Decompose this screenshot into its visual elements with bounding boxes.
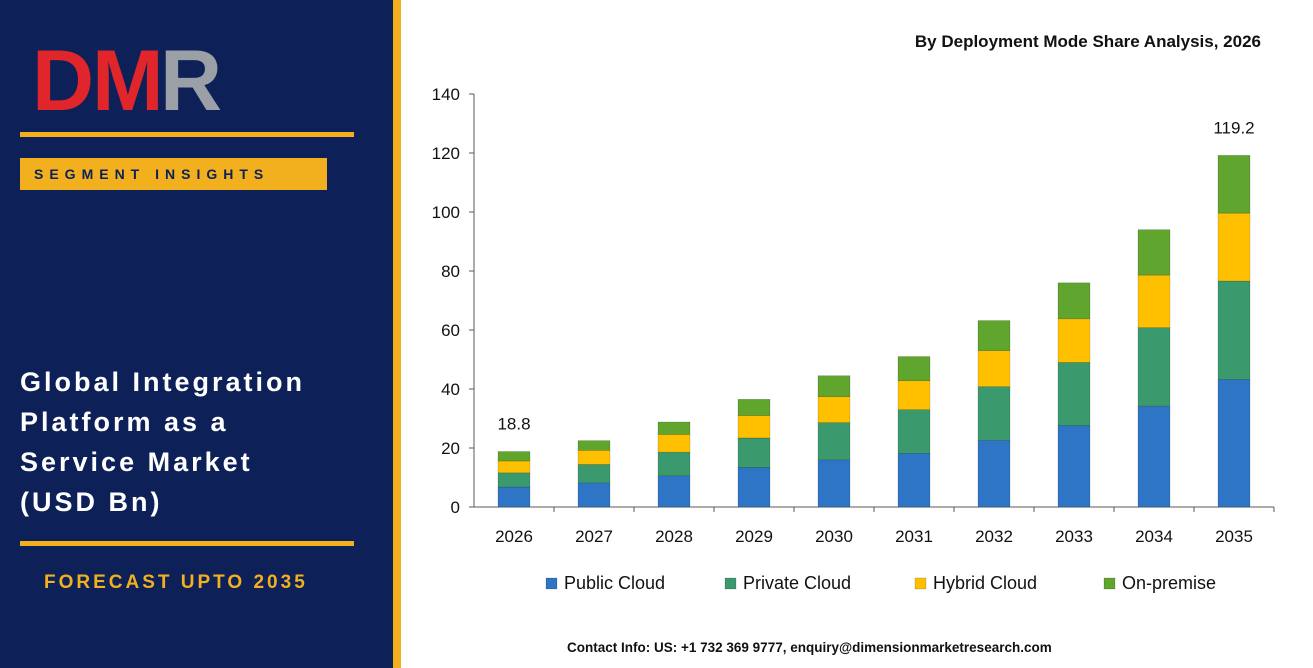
x-tick-label: 2034 <box>1135 527 1173 546</box>
bar-segment-hybrid-cloud <box>497 460 531 474</box>
bar-segment-on-premise <box>497 451 531 462</box>
bar-segment-public-cloud <box>737 467 771 508</box>
bar-segment-on-premise <box>1217 155 1251 214</box>
bar-segment-public-cloud <box>1057 425 1091 508</box>
bottom-accent-rule <box>20 541 354 546</box>
legend-swatch <box>724 577 737 590</box>
bar-segment-public-cloud <box>977 440 1011 508</box>
bar-segment-public-cloud <box>817 459 851 508</box>
legend-swatch <box>545 577 558 590</box>
bar-segment-private-cloud <box>897 409 931 454</box>
bar-segment-on-premise <box>1057 282 1091 320</box>
y-tick-label: 40 <box>441 380 460 399</box>
bar-segment-hybrid-cloud <box>657 434 691 453</box>
bar-segment-public-cloud <box>497 486 531 508</box>
logo-letter-d: D <box>32 38 94 118</box>
bar-segment-private-cloud <box>1137 327 1171 407</box>
bar-segment-on-premise <box>817 375 851 397</box>
bar-segment-on-premise <box>577 440 611 451</box>
bar-segment-private-cloud <box>657 451 691 477</box>
legend-swatch <box>1103 577 1116 590</box>
bar-segment-public-cloud <box>1217 379 1251 508</box>
logo-letter-m: M <box>92 38 164 118</box>
bar-segment-public-cloud <box>657 475 691 508</box>
chart-title: By Deployment Mode Share Analysis, 2026 <box>914 32 1261 51</box>
bar-segment-hybrid-cloud <box>897 380 931 410</box>
bar-segment-hybrid-cloud <box>737 415 771 439</box>
y-tick-label: 20 <box>441 439 460 458</box>
y-tick-label: 140 <box>432 85 460 104</box>
bar-segment-hybrid-cloud <box>977 350 1011 387</box>
legend-swatch <box>914 577 927 590</box>
bar-segment-on-premise <box>737 399 771 416</box>
x-tick-label: 2031 <box>895 527 933 546</box>
x-tick-label: 2033 <box>1055 527 1093 546</box>
bar-segment-hybrid-cloud <box>577 450 611 465</box>
bar-segment-on-premise <box>657 421 691 435</box>
bar-segment-private-cloud <box>497 472 531 488</box>
bar-segment-private-cloud <box>1217 280 1251 380</box>
bar-segment-hybrid-cloud <box>1137 274 1171 328</box>
bar-segment-private-cloud <box>977 386 1011 441</box>
forecast-label: FORECAST UPTO 2035 <box>44 572 308 593</box>
legend-label: Public Cloud <box>564 573 665 593</box>
bar-segment-on-premise <box>1137 229 1171 276</box>
bar-segment-public-cloud <box>577 482 611 508</box>
y-tick-label: 120 <box>432 144 460 163</box>
logo-letter-r: R <box>160 38 222 118</box>
stacked-bar-chart: 0 20 40 60 80 100 120 140 2026 18.8 2027 2028 2029 20… <box>432 85 1275 593</box>
y-tick-label: 100 <box>432 203 460 222</box>
segment-insights-badge: SEGMENT INSIGHTS <box>20 158 327 190</box>
panel-divider <box>393 0 401 668</box>
x-tick-label: 2035 <box>1215 527 1253 546</box>
legend-label: On-premise <box>1122 573 1216 593</box>
y-tick-label: 60 <box>441 321 460 340</box>
report-title-line: (USD Bn) <box>20 487 163 517</box>
report-title-line: Platform as a <box>20 407 229 437</box>
x-tick-label: 2030 <box>815 527 853 546</box>
bar-segment-hybrid-cloud <box>1217 212 1251 282</box>
bar-segment-public-cloud <box>897 453 931 508</box>
dmr-logo: D M R <box>32 38 222 118</box>
legend-label: Hybrid Cloud <box>933 573 1037 593</box>
top-accent-rule <box>20 132 354 137</box>
bar-segment-public-cloud <box>1137 405 1171 508</box>
data-label: 119.2 <box>1213 118 1254 137</box>
x-tick-label: 2026 <box>495 527 533 546</box>
bar-segment-on-premise <box>897 356 931 382</box>
legend-label: Private Cloud <box>743 573 851 593</box>
x-tick-label: 2032 <box>975 527 1013 546</box>
report-title-line: Global Integration <box>20 367 306 397</box>
bar-segment-on-premise <box>977 320 1011 351</box>
contact-info: Contact Info: US: +1 732 369 9777, enqui… <box>567 640 1052 655</box>
data-label: 18.8 <box>497 415 530 434</box>
x-tick-label: 2028 <box>655 527 693 546</box>
bar-segment-private-cloud <box>817 422 851 461</box>
bar-segment-private-cloud <box>737 437 771 468</box>
y-tick-label: 0 <box>451 498 460 517</box>
x-tick-label: 2029 <box>735 527 773 546</box>
x-tick-label: 2027 <box>575 527 613 546</box>
bar-segment-private-cloud <box>1057 362 1091 426</box>
bar-segment-hybrid-cloud <box>817 396 851 423</box>
y-tick-label: 80 <box>441 262 460 281</box>
report-title-line: Service Market <box>20 447 253 477</box>
bar-segment-hybrid-cloud <box>1057 318 1091 363</box>
bar-segment-private-cloud <box>577 464 611 484</box>
report-title: Global Integration Platform as a Service… <box>20 362 380 522</box>
left-panel: D M R SEGMENT INSIGHTS Global Integratio… <box>0 0 393 668</box>
